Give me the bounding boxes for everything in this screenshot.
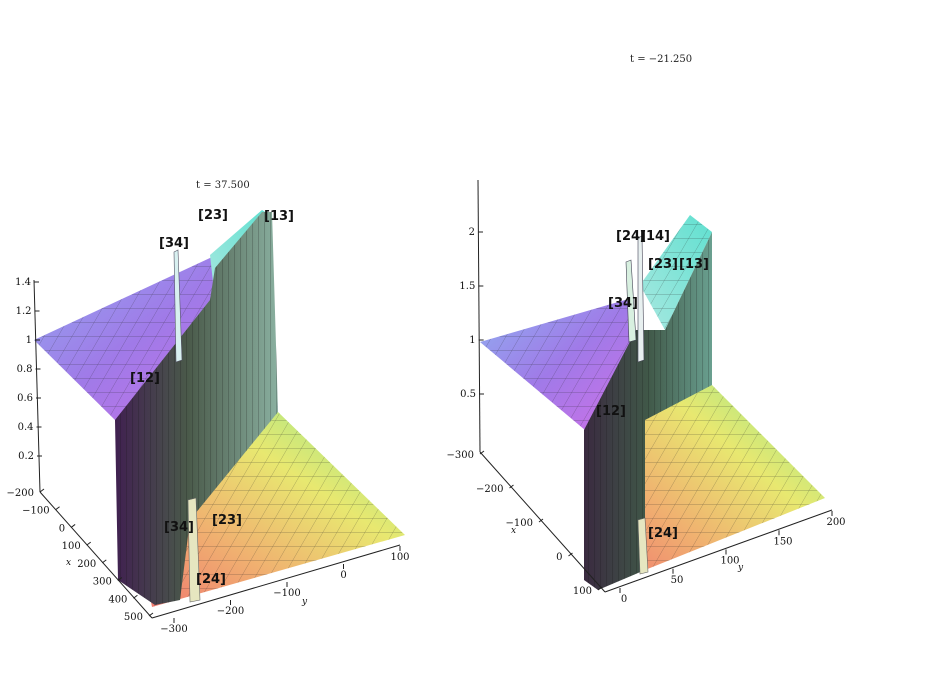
left-z-axis (33, 279, 41, 493)
right-y-tick-label: 0 (621, 594, 627, 605)
left-annotation-24: [24] (196, 572, 226, 587)
left-x-tick-mark (117, 577, 123, 581)
right-z-tick-label: 1.5 (459, 281, 475, 292)
right-plot-title: t = −21.250 (630, 54, 692, 65)
right-x-tick-mark (538, 518, 544, 523)
right-y-axis-label: y (737, 563, 744, 573)
left-z-tick-label: 1 (26, 335, 32, 346)
right-x-tick-label: 0 (556, 552, 562, 563)
left-x-tick-mark (133, 594, 138, 599)
right-z-tick-label: 0.5 (460, 389, 476, 400)
left-y-tick-label: −100 (273, 588, 300, 599)
left-z-tick-label: 0.8 (17, 364, 33, 375)
left-y-tick-label: 0 (340, 570, 346, 581)
left-x-tick-label: 200 (77, 559, 96, 570)
left-annotation-34-bottom: [34] (164, 520, 194, 535)
right-z-tick-label: 2 (469, 227, 475, 238)
right-z-tick-label: 1 (469, 335, 475, 346)
left-y-axis (151, 544, 401, 619)
right-x-tick-label: −200 (476, 484, 503, 495)
left-x-tick-label: 100 (62, 541, 81, 552)
left-z-tick-label: 1.2 (16, 306, 32, 317)
left-x-axis-label: x (66, 558, 71, 568)
right-y-tick-label: 100 (720, 556, 739, 567)
right-x-tick-label: −100 (506, 518, 533, 529)
left-plot-title: t = 37.500 (196, 180, 250, 191)
right-y-axis (604, 509, 833, 593)
right-x-tick-mark (568, 552, 573, 557)
left-lower-spike (187, 497, 201, 603)
left-axes: 1.4 1.2 1 0.8 0.6 0.4 0.2 −200 −100 0 100 200 300 40… (7, 277, 410, 635)
left-z-tick-label: 0.4 (18, 422, 34, 433)
right-annotation-23: [23] (648, 257, 678, 272)
left-y-tick-label: −300 (160, 624, 187, 635)
right-x-axis (479, 451, 606, 593)
left-x-tick-mark (39, 488, 45, 493)
left-z-tick-label: 0.2 (18, 451, 34, 462)
right-spike-14 (637, 235, 645, 363)
left-y-axis-label: y (301, 597, 308, 607)
left-x-tick-mark (55, 506, 60, 511)
right-x-axis-label: x (511, 526, 516, 536)
right-x-tick-mark (509, 484, 514, 489)
left-annotation-12: [12] (130, 371, 160, 386)
left-surface-plot: t = 37.500 1.4 1.2 1 0.8 0.6 0.4 0.2 −200 −100 0… (7, 180, 410, 635)
left-y-tick-label: −200 (217, 606, 244, 617)
left-x-tick-mark (101, 559, 107, 564)
right-y-tick-label: 150 (773, 536, 792, 547)
left-annotation-23-bottom: [23] (212, 513, 242, 528)
left-x-tick-mark (148, 612, 154, 617)
right-axes: 2 1.5 1 0.5 −300 −200 −100 0 100 200 150 100 50 0 x… (447, 179, 846, 605)
right-annotation-24-bottom: [24] (648, 526, 678, 541)
right-annotation-12: [12] (596, 404, 626, 419)
left-x-tick-mark (86, 541, 92, 546)
right-annotation-13: [13] (679, 257, 709, 272)
left-x-tick-mark (70, 524, 76, 528)
right-z-axis (477, 179, 481, 453)
right-x-tick-mark (597, 586, 603, 591)
left-x-tick-label: 0 (59, 523, 65, 534)
right-x-tick-mark (479, 450, 485, 455)
left-z-tick-label: 1.4 (15, 277, 31, 288)
right-x-tick-label: 100 (573, 586, 592, 597)
right-y-tick-label: 200 (826, 517, 845, 528)
right-spike-24 (625, 259, 637, 343)
right-y-tick-label: 50 (671, 575, 684, 586)
left-x-axis (39, 491, 153, 619)
left-surface-mesh (34, 210, 405, 607)
right-annotation-14: [14] (640, 229, 670, 244)
right-surface-mesh (480, 215, 825, 590)
left-x-tick-label: 400 (108, 594, 127, 605)
left-x-tick-label: 300 (93, 577, 112, 588)
left-annotation-34-top: [34] (159, 236, 189, 251)
left-y-tick-label: 100 (390, 552, 409, 563)
right-x-tick-label: −300 (447, 450, 474, 461)
right-surface-plot: t = −21.250 2 1.5 1 0.5 −300 −200 −100 0 100 20… (447, 54, 846, 605)
left-annotation-23-top: [23] (198, 208, 228, 223)
left-spike-34 (173, 249, 183, 363)
left-x-tick-label: 500 (124, 612, 143, 623)
right-lower-spike (637, 517, 649, 575)
right-annotation-24-top: [24] (616, 229, 646, 244)
right-annotations: [24] [14] [23] [13] [34] [12] [24] (596, 229, 709, 541)
left-z-tick-label: 0.6 (17, 393, 33, 404)
right-annotation-34: [34] (608, 296, 638, 311)
left-x-tick-label: −100 (22, 506, 49, 517)
left-annotations: [34] [23] [13] [12] [34] [23] [24] (130, 208, 294, 587)
left-annotation-13: [13] (264, 209, 294, 224)
left-x-tick-label: −200 (7, 488, 34, 499)
